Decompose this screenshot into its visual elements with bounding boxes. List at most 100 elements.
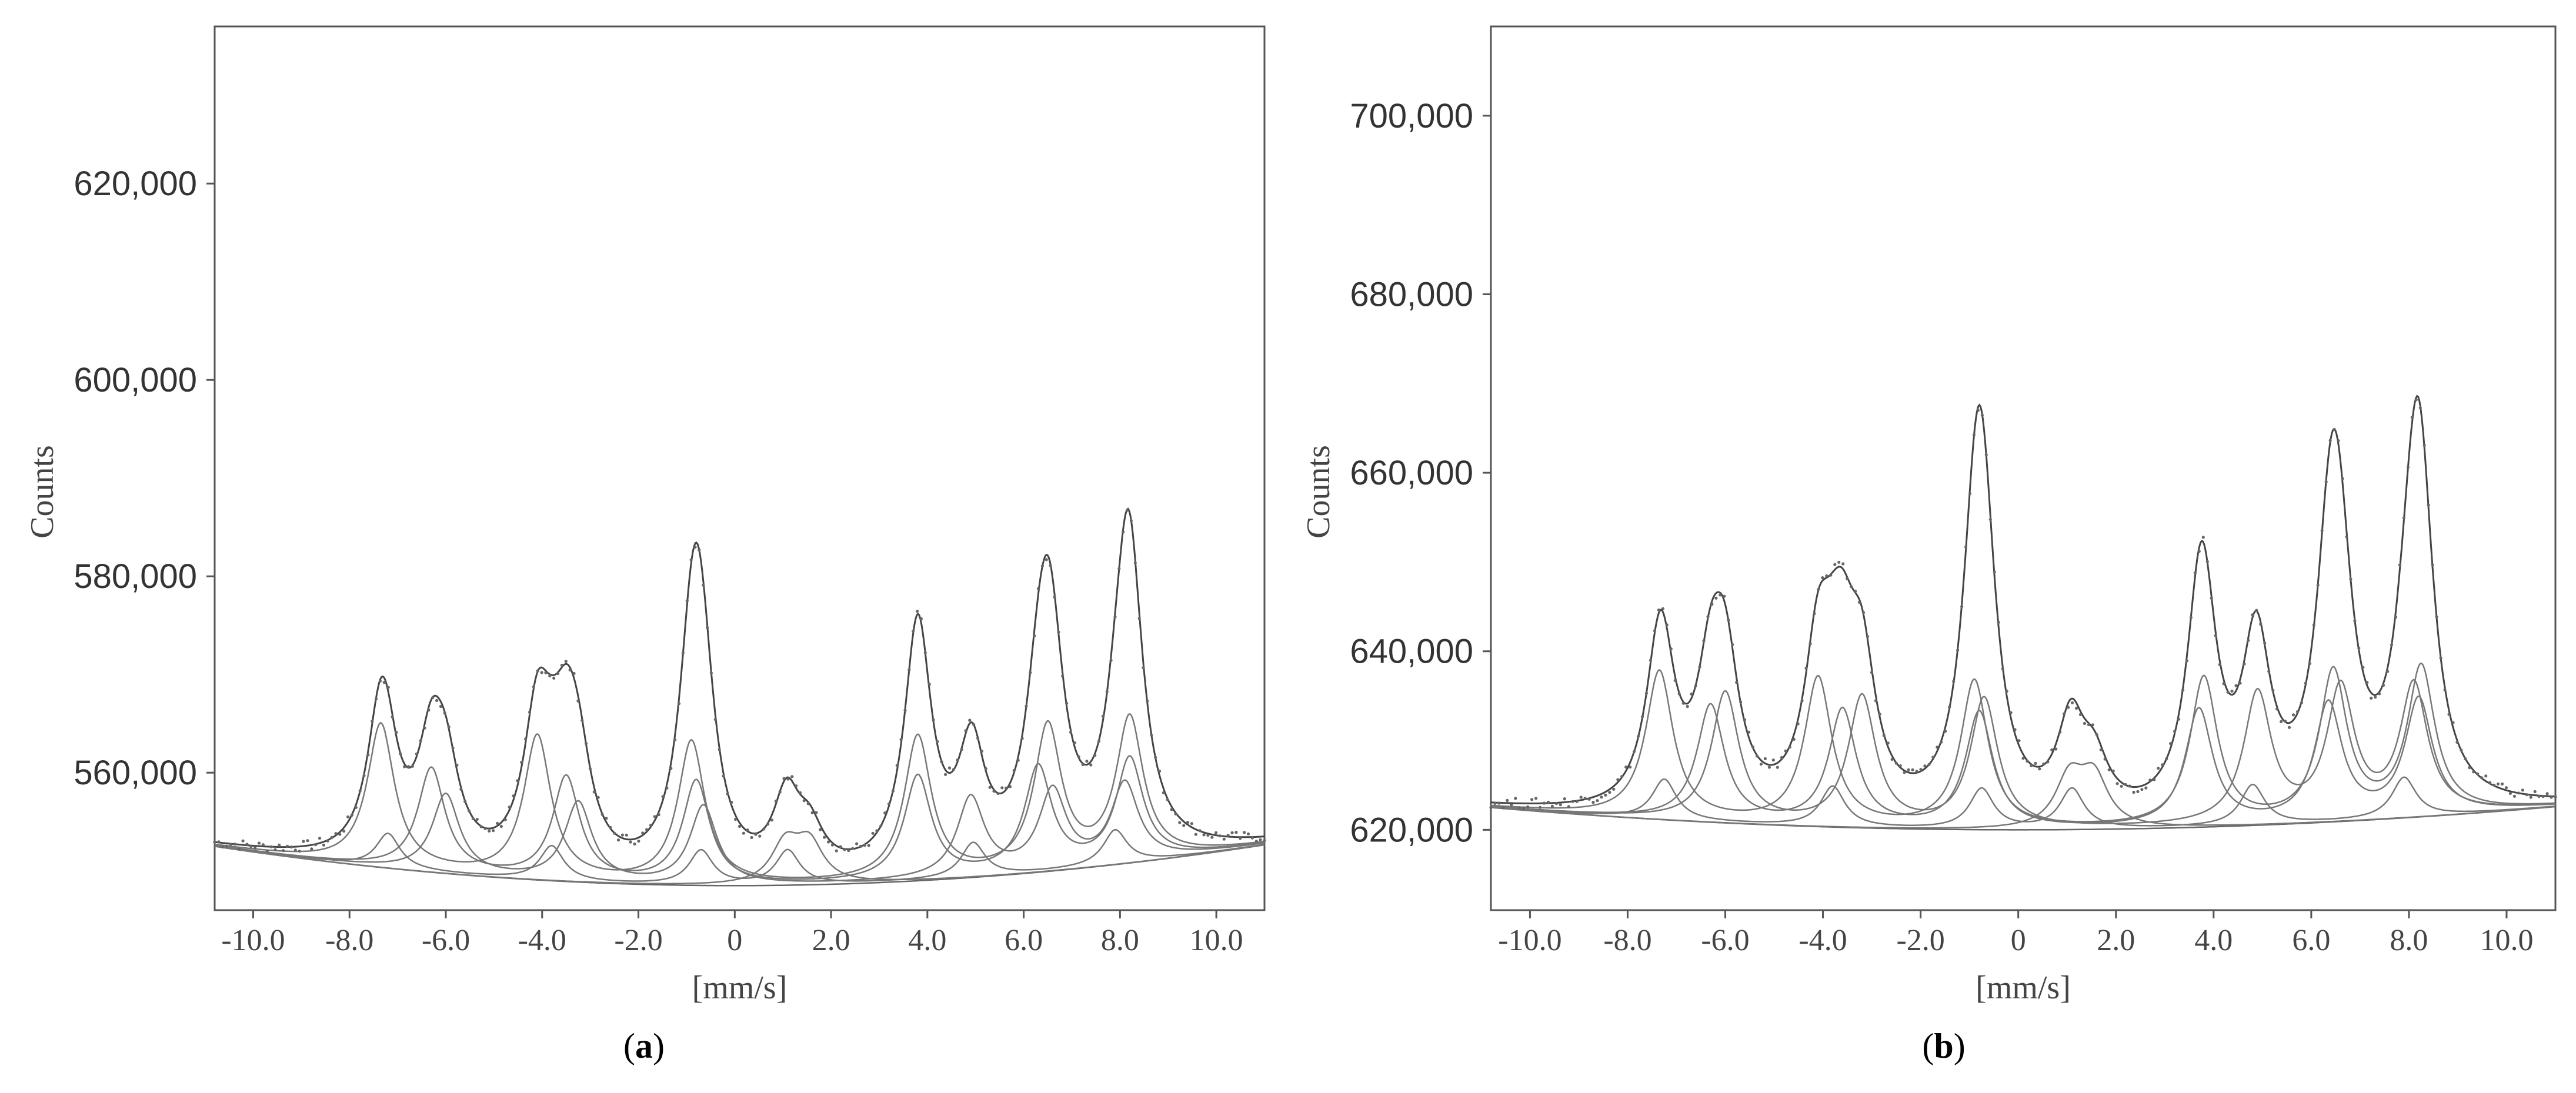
data-point-a [229,843,233,846]
data-point-a [1061,674,1065,678]
x-tick-label-b: 2.0 [2097,924,2135,957]
data-point-b [2173,730,2177,733]
data-point-b [2218,663,2221,666]
data-point-b [2280,720,2283,723]
data-point-b [2349,577,2353,581]
x-tick-label-a: -2.0 [614,924,662,957]
data-point-a [1174,812,1177,815]
data-point-b [1587,797,1591,801]
data-point-b [2525,793,2528,797]
data-point-a [1182,824,1186,827]
data-point-a [964,729,967,733]
x-tick-label-b: -6.0 [1701,924,1749,957]
data-point-b [1522,807,1526,810]
spectrum-chart-b: 620,000 640,000 660,000 680,000 700,000 -10.0… [1300,25,2557,1006]
data-point-a [406,765,411,768]
data-point-b [2406,466,2410,469]
data-point-a [1250,836,1254,840]
data-point-b [2177,717,2181,721]
data-point-a [843,848,846,851]
data-point-b [1821,576,1824,580]
data-point-b [1948,706,1951,709]
data-point-b [2390,643,2394,647]
data-point-b [1526,805,1530,808]
data-point-b [2472,770,2475,774]
data-point-a [273,848,277,851]
data-point-b [2165,757,2168,761]
data-point-b [2148,778,2152,782]
data-point-b [2541,795,2545,798]
chart-panel-a: 560,000 580,000 600,000 620,000 -10.0 -8.0 -6.… [24,25,1266,1065]
data-point-b [1710,602,1714,606]
data-point-a [947,766,952,770]
data-point-a [778,790,782,794]
data-point-b [2386,670,2390,673]
data-point-b [1637,734,1640,738]
x-tick-label-b: -8.0 [1603,924,1651,957]
data-point-b [2345,535,2348,539]
y-tick-label-b: 660,000 [1350,454,1473,492]
data-point-a [1093,754,1097,757]
data-point-b [2009,711,2013,714]
data-point-a [403,765,406,768]
data-point-a [1073,741,1076,744]
data-point-a [326,839,329,843]
data-point-a [443,711,446,715]
data-point-a [314,843,318,847]
data-point-b [2341,477,2344,480]
data-point-b [1771,758,1775,762]
data-point-a [1154,756,1157,759]
data-point-b [1493,801,1497,805]
data-point-b [2140,788,2144,791]
x-tick-label-a: -4.0 [518,924,566,957]
data-point-a [1081,763,1085,766]
data-point-b [2378,692,2381,696]
data-point-a [616,838,620,842]
data-point-a [516,779,519,783]
data-point-b [1776,766,1779,769]
data-point-b [2157,767,2160,770]
data-point-b [2460,748,2463,752]
data-point-a [415,752,418,756]
data-point-b [1583,797,1587,800]
data-point-a [706,626,709,630]
data-point-a [1065,701,1069,705]
data-point-a [649,824,653,827]
data-point-b [2353,619,2357,623]
data-point-a [532,685,536,688]
data-point-b [1727,618,1730,621]
data-point-a [378,679,382,683]
data-point-a [912,629,915,633]
data-point-b [2214,634,2217,637]
data-point-b [1690,692,1693,696]
data-point-a [1166,798,1169,801]
data-point-b [1649,659,1653,662]
component-sextet-3-b [1490,678,2556,824]
data-point-a [286,844,289,848]
data-point-a [819,828,822,831]
data-point-b [1714,596,1718,600]
data-point-a [496,821,499,825]
data-point-a [588,767,592,771]
data-point-a [1105,690,1109,693]
data-point-b [2275,707,2279,711]
data-point-b [1796,722,1800,726]
y-tick-label-a: 580,000 [74,557,197,596]
data-point-b [1653,629,1657,633]
data-point-b [1956,649,1960,652]
data-point-b [1813,611,1816,616]
component-sextet-2-b [1490,695,2556,824]
data-point-a [1206,834,1210,837]
data-point-a [293,848,297,852]
data-point-a [661,795,665,798]
data-point-b [1497,801,1501,805]
data-point-b [2304,681,2307,685]
data-point-b [1612,787,1616,791]
data-point-b [1698,665,1701,668]
data-point-a [451,746,455,750]
data-point-b [2230,689,2234,693]
data-point-a [298,850,301,853]
data-point-b [1600,795,1603,799]
data-point-b [1518,806,1521,810]
data-point-b [1825,574,1828,578]
